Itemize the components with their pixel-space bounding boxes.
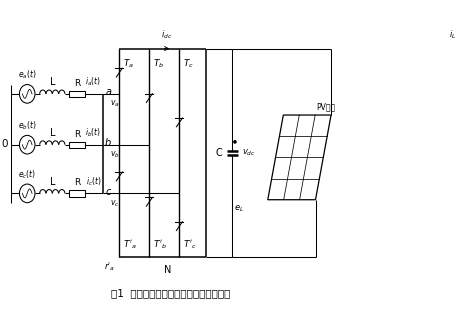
Text: L: L (49, 77, 55, 87)
Text: $i_{dc}$: $i_{dc}$ (161, 28, 173, 41)
Text: $T_a$: $T_a$ (122, 58, 133, 70)
Text: $T'_b$: $T'_b$ (153, 239, 167, 251)
Text: L: L (49, 128, 55, 138)
Text: PV阵列: PV阵列 (316, 103, 335, 112)
Bar (69, 190, 85, 197)
Text: R: R (74, 130, 80, 139)
Text: $T'_a$: $T'_a$ (122, 239, 136, 251)
Text: R: R (74, 79, 80, 88)
Text: $e_L$: $e_L$ (234, 204, 244, 214)
Text: a: a (106, 87, 112, 97)
Text: $T_c$: $T_c$ (183, 58, 194, 70)
Bar (69, 142, 85, 148)
Text: $v_b$: $v_b$ (110, 150, 120, 160)
Text: L: L (49, 177, 55, 187)
Text: $v_a$: $v_a$ (110, 99, 120, 109)
Text: $i_a(t)$: $i_a(t)$ (85, 76, 101, 88)
Text: $e_b(t)$: $e_b(t)$ (18, 120, 37, 132)
Bar (69, 91, 85, 97)
Text: 0: 0 (1, 139, 7, 149)
Text: $T_b$: $T_b$ (153, 58, 164, 70)
Text: 图1  三相光伏并网逆变器主电路拓扑结构: 图1 三相光伏并网逆变器主电路拓扑结构 (111, 288, 230, 298)
Text: R: R (74, 178, 80, 188)
Text: $i_L$: $i_L$ (449, 28, 456, 41)
Text: $r'_a$: $r'_a$ (104, 260, 115, 273)
Text: N: N (164, 264, 171, 275)
Text: $i_c(t)$: $i_c(t)$ (85, 175, 101, 188)
Text: $T'_c$: $T'_c$ (183, 239, 197, 251)
Text: $i_b(t)$: $i_b(t)$ (85, 127, 101, 139)
Text: $\bullet$: $\bullet$ (230, 134, 238, 147)
Text: b: b (105, 138, 112, 148)
Text: $v_{dc}$: $v_{dc}$ (242, 148, 256, 159)
Text: $e_c(t)$: $e_c(t)$ (18, 168, 36, 181)
Text: $v_c$: $v_c$ (110, 198, 120, 209)
Text: c: c (106, 187, 112, 197)
Text: $e_a(t)$: $e_a(t)$ (18, 69, 37, 81)
Text: C: C (216, 148, 223, 158)
